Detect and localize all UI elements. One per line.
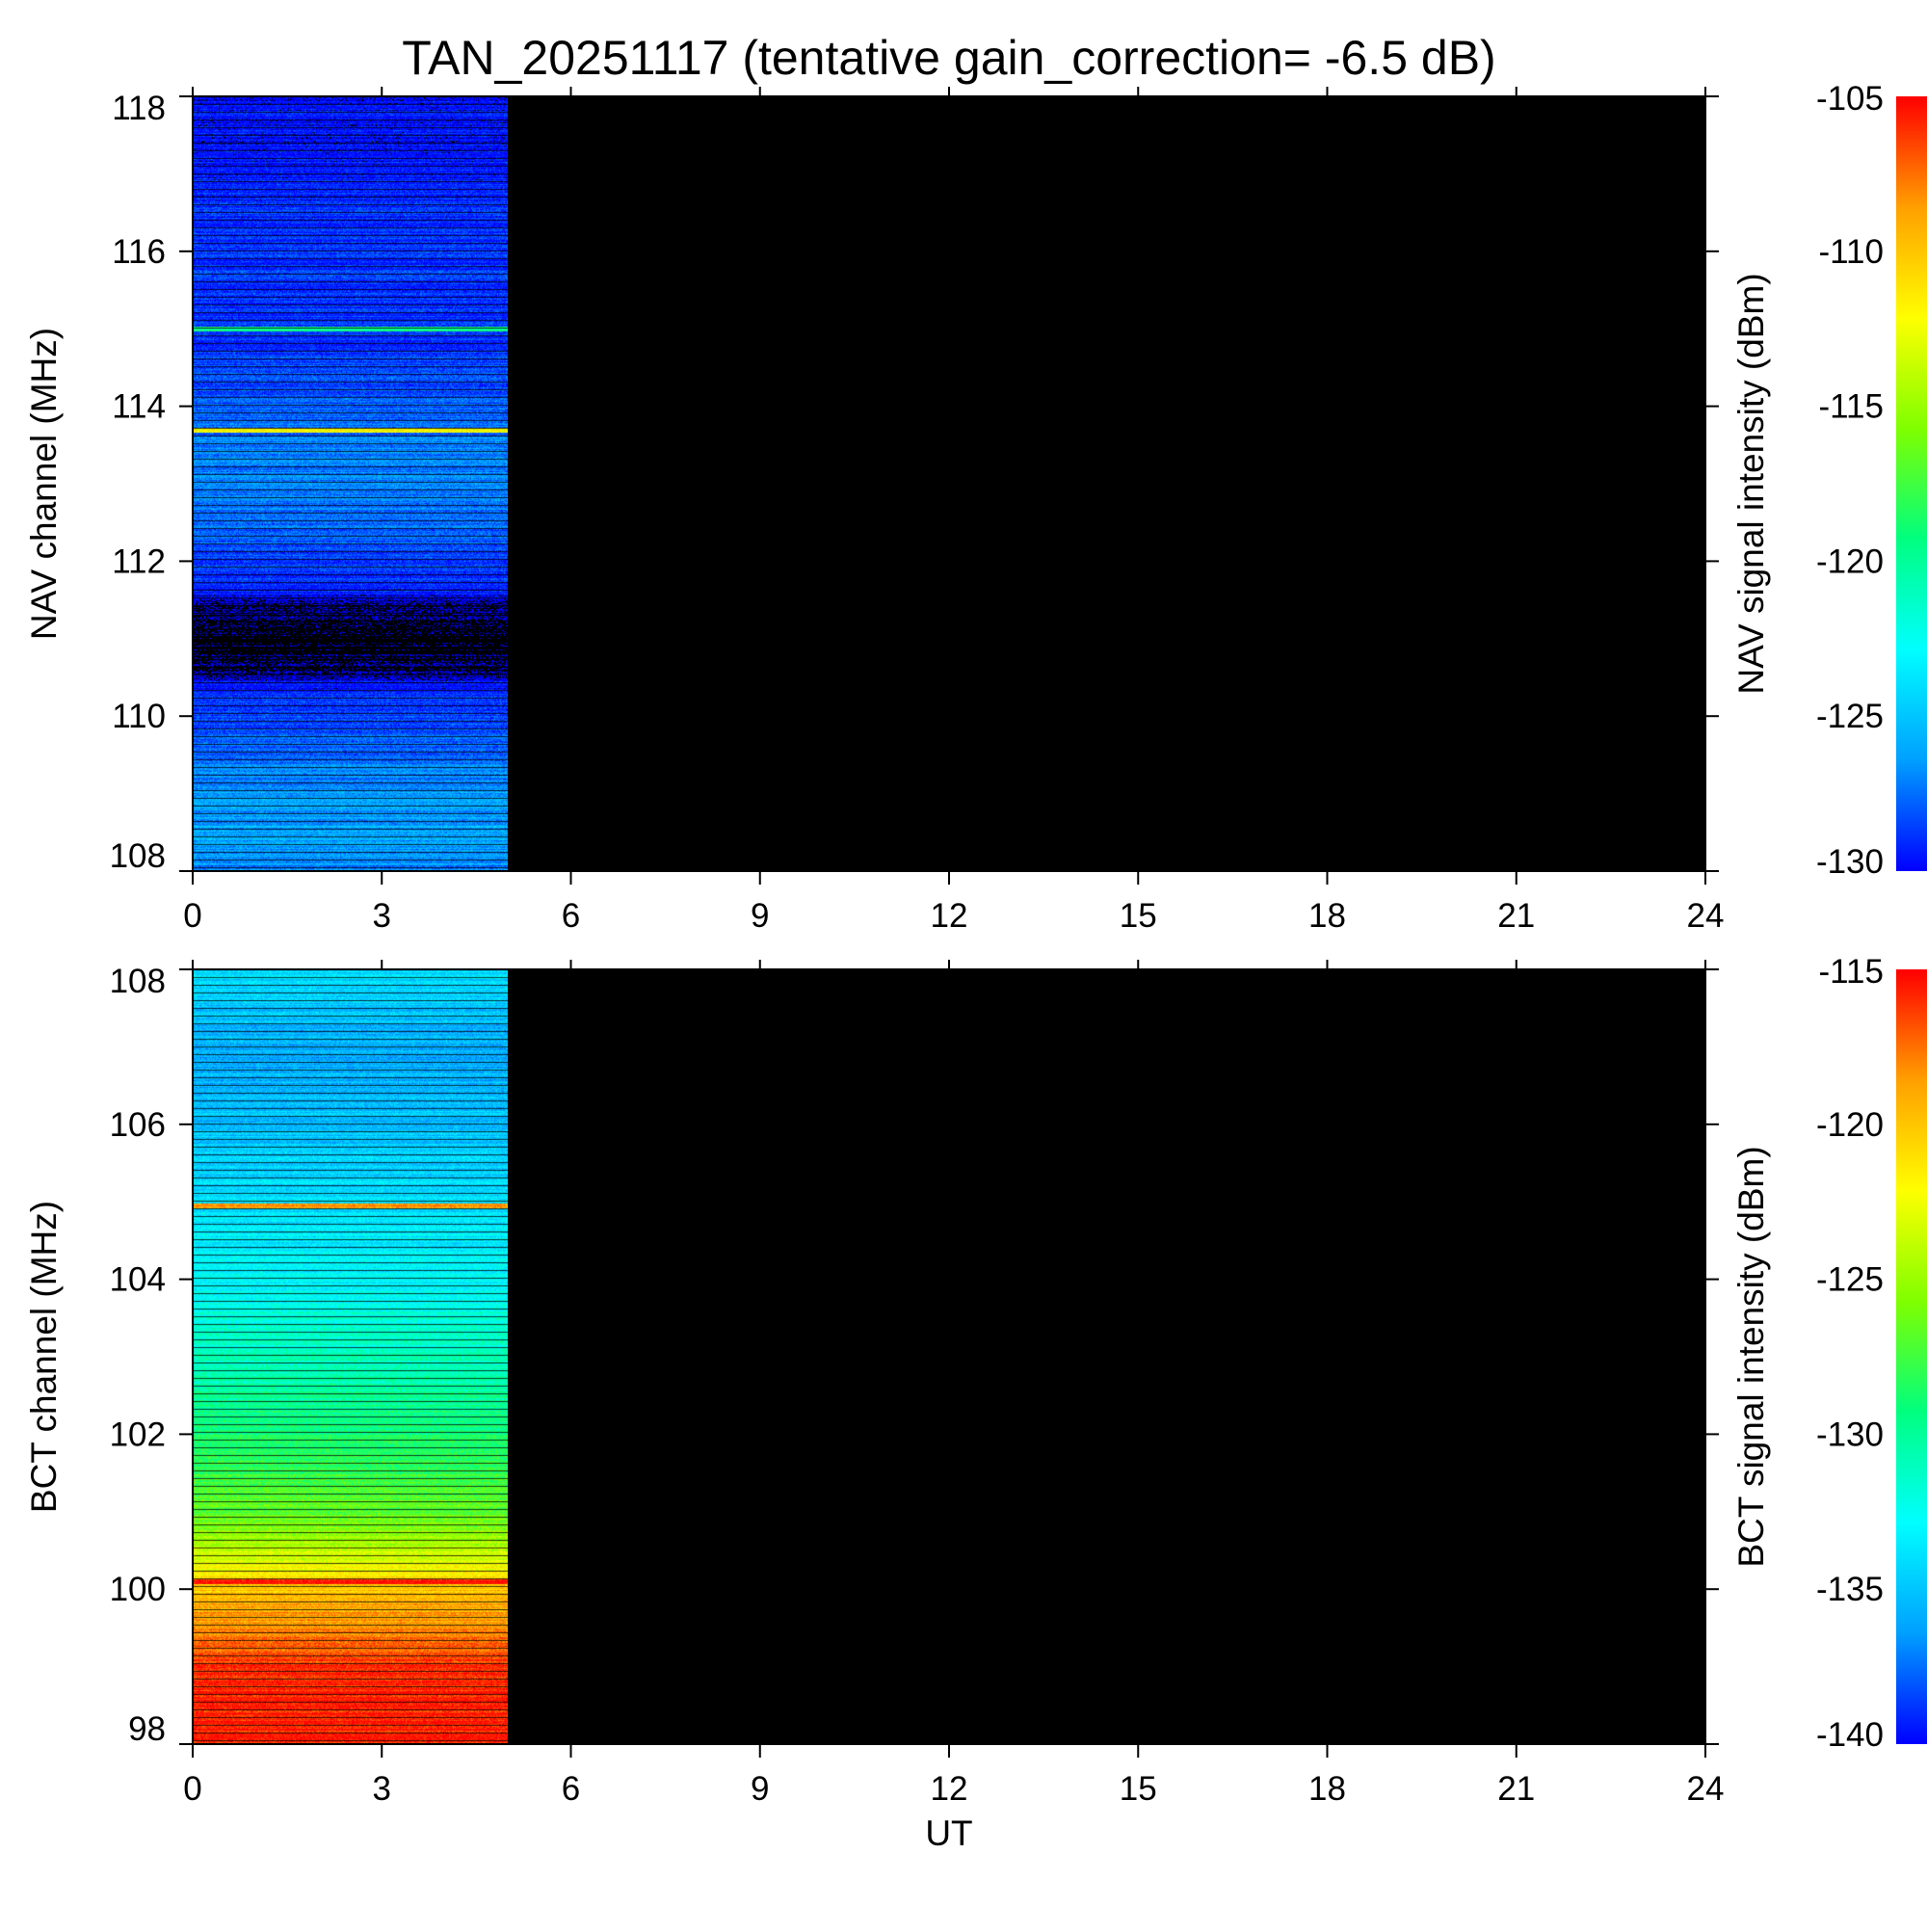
colorbar-tick-label: -115 [1819, 388, 1884, 426]
x-tick-label: 3 [373, 1770, 391, 1808]
x-tick-label: 12 [931, 1770, 968, 1808]
colorbar [1896, 969, 1927, 1744]
y-tick-label: 116 [112, 233, 166, 271]
y-tick-label: 106 [110, 1106, 166, 1144]
colorbar-tick-label: -115 [1819, 953, 1884, 991]
y-tick-label: 108 [110, 837, 166, 875]
colorbar-tick-label: -105 [1816, 80, 1884, 118]
y-axis-label: NAV channel (MHz) [24, 328, 64, 640]
x-axis-label: UT [925, 1813, 972, 1853]
x-tick-label: 21 [1497, 897, 1535, 935]
colorbar-tick-label: -125 [1816, 1261, 1884, 1299]
x-tick-label: 0 [183, 897, 201, 935]
x-tick-label: 3 [373, 897, 391, 935]
y-tick-label: 100 [110, 1571, 166, 1608]
colorbar-label: BCT signal intensity (dBm) [1731, 1146, 1771, 1567]
colorbar-tick-label: -125 [1816, 698, 1884, 735]
x-tick-label: 24 [1687, 1770, 1725, 1808]
colorbar-tick-label: -110 [1819, 233, 1884, 271]
y-tick-label: 114 [112, 388, 166, 426]
colorbar-tick-label: -120 [1816, 1106, 1884, 1144]
y-tick-label: 110 [112, 698, 166, 735]
x-tick-label: 6 [562, 897, 580, 935]
x-tick-label: 6 [562, 1770, 580, 1808]
y-tick-label: 98 [128, 1710, 166, 1748]
y-tick-label: 104 [110, 1261, 166, 1299]
y-axis-label: BCT channel (MHz) [24, 1201, 64, 1513]
spectrogram-data-image [193, 969, 508, 1744]
colorbar-tick-label: -130 [1816, 843, 1884, 881]
x-tick-label: 9 [751, 897, 769, 935]
y-tick-label: 102 [110, 1416, 166, 1453]
colorbar-tick-label: -135 [1816, 1571, 1884, 1608]
x-tick-label: 0 [183, 1770, 201, 1808]
figure-title: TAN_20251117 (tentative gain_correction=… [402, 31, 1495, 85]
y-tick-label: 112 [112, 543, 166, 580]
x-tick-label: 12 [931, 897, 968, 935]
x-tick-label: 9 [751, 1770, 769, 1808]
x-tick-label: 15 [1120, 897, 1157, 935]
y-tick-label: 108 [110, 963, 166, 1000]
colorbar [1896, 96, 1927, 871]
x-tick-label: 18 [1308, 897, 1346, 935]
colorbar-label: NAV signal intensity (dBm) [1731, 273, 1771, 694]
colorbar-tick-label: -140 [1816, 1716, 1884, 1754]
colorbar-tick-label: -130 [1816, 1416, 1884, 1453]
spectrogram-data-image [193, 96, 508, 871]
x-tick-label: 21 [1497, 1770, 1535, 1808]
x-tick-label: 15 [1120, 1770, 1157, 1808]
y-tick-label: 118 [112, 90, 166, 127]
x-tick-label: 18 [1308, 1770, 1346, 1808]
nav-panel: 0 3 6 9 12 15 18 21 24 108 110 112 114 116 118 NAV chan… [24, 80, 1927, 935]
colorbar-tick-label: -120 [1816, 543, 1884, 580]
bct-panel: 0 3 6 9 12 15 18 21 24 98 100 102 104 106 108 BCT chann… [24, 953, 1927, 1853]
x-tick-label: 24 [1687, 897, 1725, 935]
